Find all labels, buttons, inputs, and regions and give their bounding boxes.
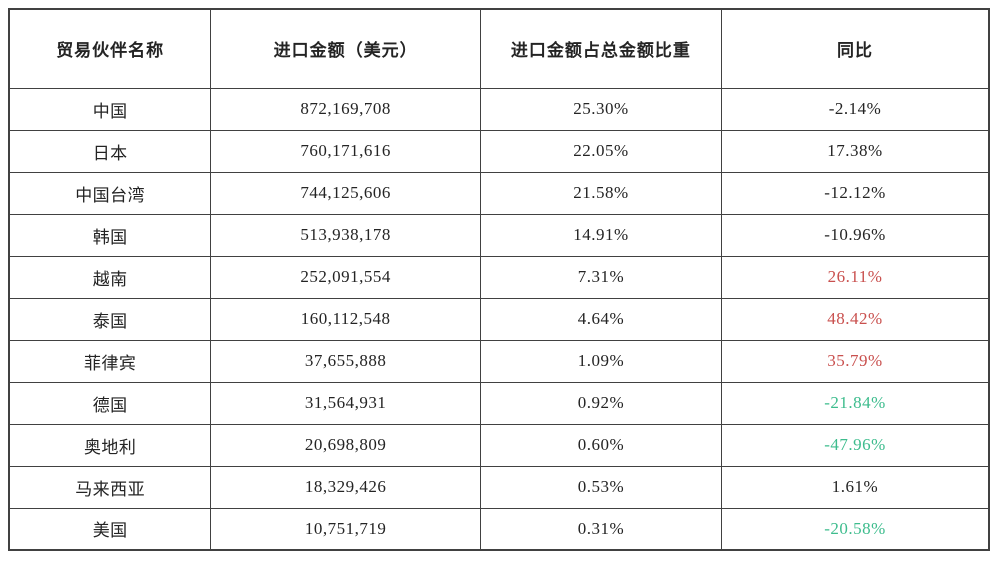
table-row: 中国台湾 744,125,606 21.58% -12.12% (8, 171, 990, 215)
cell-share-of-total: 21.58% (479, 171, 722, 215)
table-row: 马来西亚 18,329,426 0.53% 1.61% (8, 465, 990, 509)
cell-trade-partner: 日本 (8, 129, 212, 173)
cell-import-amount: 31,564,931 (210, 381, 481, 425)
cell-yoy: -10.96% (720, 213, 990, 257)
table-row: 泰国 160,112,548 4.64% 48.42% (8, 297, 990, 341)
cell-import-amount: 160,112,548 (210, 297, 481, 341)
cell-yoy: 48.42% (720, 297, 990, 341)
cell-share-of-total: 7.31% (479, 255, 722, 299)
cell-trade-partner: 美国 (8, 507, 212, 551)
cell-share-of-total: 0.53% (479, 465, 722, 509)
cell-import-amount: 513,938,178 (210, 213, 481, 257)
import-trade-table: 贸易伙伴名称 进口金额（美元） 进口金额占总金额比重 同比 中国 872,169… (8, 8, 990, 551)
cell-import-amount: 252,091,554 (210, 255, 481, 299)
cell-import-amount: 744,125,606 (210, 171, 481, 215)
header-yoy: 同比 (720, 8, 990, 89)
table-row: 奥地利 20,698,809 0.60% -47.96% (8, 423, 990, 467)
cell-share-of-total: 1.09% (479, 339, 722, 383)
cell-share-of-total: 4.64% (479, 297, 722, 341)
cell-yoy: 26.11% (720, 255, 990, 299)
table-row: 中国 872,169,708 25.30% -2.14% (8, 87, 990, 131)
cell-yoy: -12.12% (720, 171, 990, 215)
cell-share-of-total: 0.31% (479, 507, 722, 551)
cell-trade-partner: 韩国 (8, 213, 212, 257)
cell-share-of-total: 0.92% (479, 381, 722, 425)
header-import-amount: 进口金额（美元） (210, 8, 481, 89)
cell-trade-partner: 马来西亚 (8, 465, 212, 509)
cell-import-amount: 37,655,888 (210, 339, 481, 383)
cell-share-of-total: 0.60% (479, 423, 722, 467)
cell-yoy: 35.79% (720, 339, 990, 383)
cell-import-amount: 18,329,426 (210, 465, 481, 509)
cell-import-amount: 760,171,616 (210, 129, 481, 173)
table-row: 美国 10,751,719 0.31% -20.58% (8, 507, 990, 551)
cell-yoy: -2.14% (720, 87, 990, 131)
cell-import-amount: 872,169,708 (210, 87, 481, 131)
table-row: 日本 760,171,616 22.05% 17.38% (8, 129, 990, 173)
cell-trade-partner: 越南 (8, 255, 212, 299)
table-page: 贸易伙伴名称 进口金额（美元） 进口金额占总金额比重 同比 中国 872,169… (8, 8, 990, 551)
table-row: 德国 31,564,931 0.92% -21.84% (8, 381, 990, 425)
cell-import-amount: 20,698,809 (210, 423, 481, 467)
cell-share-of-total: 25.30% (479, 87, 722, 131)
cell-yoy: -21.84% (720, 381, 990, 425)
header-share-of-total: 进口金额占总金额比重 (479, 8, 722, 89)
cell-yoy: -47.96% (720, 423, 990, 467)
table-row: 菲律宾 37,655,888 1.09% 35.79% (8, 339, 990, 383)
cell-yoy: 1.61% (720, 465, 990, 509)
header-row: 贸易伙伴名称 进口金额（美元） 进口金额占总金额比重 同比 (8, 8, 990, 89)
cell-trade-partner: 中国台湾 (8, 171, 212, 215)
table-row: 越南 252,091,554 7.31% 26.11% (8, 255, 990, 299)
cell-share-of-total: 14.91% (479, 213, 722, 257)
table-row: 韩国 513,938,178 14.91% -10.96% (8, 213, 990, 257)
cell-yoy: -20.58% (720, 507, 990, 551)
cell-trade-partner: 中国 (8, 87, 212, 131)
cell-import-amount: 10,751,719 (210, 507, 481, 551)
header-trade-partner: 贸易伙伴名称 (8, 8, 212, 89)
cell-trade-partner: 泰国 (8, 297, 212, 341)
cell-trade-partner: 菲律宾 (8, 339, 212, 383)
cell-yoy: 17.38% (720, 129, 990, 173)
cell-share-of-total: 22.05% (479, 129, 722, 173)
cell-trade-partner: 德国 (8, 381, 212, 425)
cell-trade-partner: 奥地利 (8, 423, 212, 467)
